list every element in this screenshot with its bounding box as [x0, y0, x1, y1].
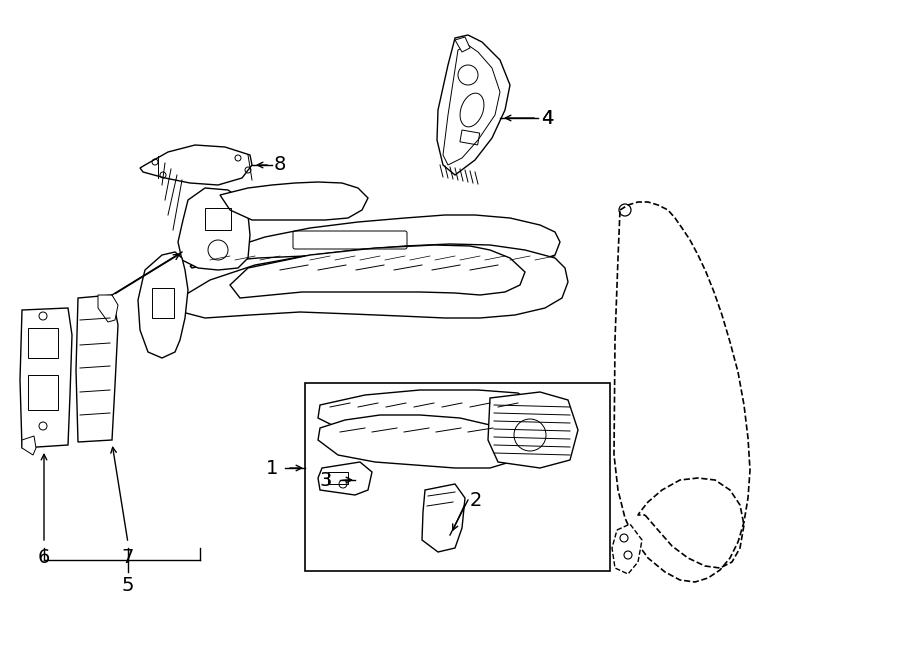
Polygon shape [422, 484, 465, 552]
Polygon shape [178, 188, 250, 270]
Polygon shape [180, 244, 568, 318]
Polygon shape [98, 295, 118, 322]
Text: 7: 7 [122, 548, 134, 567]
Bar [205, 208, 231, 230]
Bar [305, 383, 610, 571]
Text: 1: 1 [266, 459, 278, 477]
Text: 5: 5 [122, 576, 134, 595]
Polygon shape [318, 462, 372, 495]
Polygon shape [138, 252, 188, 358]
Text: 2: 2 [470, 490, 482, 510]
Polygon shape [76, 295, 118, 442]
Text: 6: 6 [38, 548, 50, 567]
Polygon shape [443, 45, 500, 165]
Polygon shape [455, 37, 470, 52]
Polygon shape [20, 308, 72, 448]
Polygon shape [22, 436, 36, 455]
Polygon shape [488, 392, 578, 468]
Polygon shape [220, 182, 368, 220]
Bar [152, 288, 174, 318]
Polygon shape [318, 390, 530, 430]
Text: 3: 3 [320, 471, 332, 490]
Text: 8: 8 [274, 155, 286, 175]
Polygon shape [140, 145, 252, 185]
Text: 4: 4 [541, 108, 554, 128]
Text: 4: 4 [541, 108, 554, 128]
Polygon shape [230, 245, 525, 298]
Bar [328, 472, 348, 484]
Polygon shape [190, 215, 560, 268]
Bar [28, 375, 58, 410]
Polygon shape [437, 35, 510, 175]
Bar [28, 328, 58, 358]
Polygon shape [318, 415, 518, 468]
Polygon shape [612, 524, 642, 574]
Bar [460, 130, 480, 145]
